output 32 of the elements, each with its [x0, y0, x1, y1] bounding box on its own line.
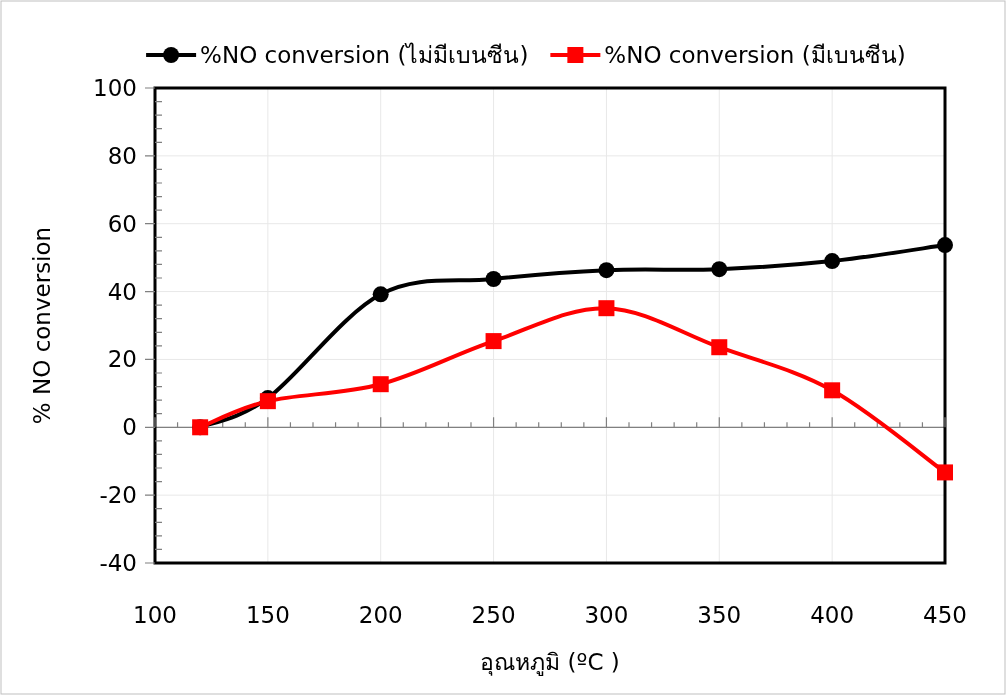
x-tick-label: 100: [133, 602, 177, 628]
point: [598, 300, 615, 317]
y-tick-label: 100: [93, 75, 137, 101]
x-tick-label: 150: [245, 602, 290, 628]
x-axis-title: อุณหภูมิ (ºC ): [480, 649, 620, 676]
x-tick-label: 400: [810, 602, 855, 628]
point: [937, 464, 953, 481]
point: [485, 333, 502, 350]
point: [824, 253, 841, 270]
legend-label: %NO conversion (มีเบนซีน): [604, 42, 906, 68]
x-tick-label: 250: [471, 602, 516, 628]
x-tick-label: 200: [358, 602, 403, 628]
y-tick-label: -20: [99, 482, 137, 509]
point: [711, 339, 728, 356]
point: [372, 286, 389, 303]
point: [372, 376, 389, 393]
y-tick-label: 20: [107, 346, 137, 373]
point: [485, 271, 502, 288]
y-tick-label: 60: [107, 210, 137, 237]
y-tick-label: 80: [107, 142, 137, 169]
x-tick-label: 450: [923, 602, 967, 628]
x-tick-label: 350: [697, 602, 742, 628]
y-axis-title: % NO conversion: [29, 226, 55, 425]
x-tick-label: 300: [584, 602, 629, 628]
point: [711, 261, 728, 278]
y-tick-label: -40: [99, 550, 137, 576]
point: [824, 382, 841, 399]
legend-label: %NO conversion (ไม่มีเบนซีน): [200, 42, 529, 68]
y-tick-label: 0: [122, 414, 137, 441]
point: [937, 237, 953, 254]
point: [598, 262, 615, 279]
y-tick-label: 40: [107, 278, 137, 305]
